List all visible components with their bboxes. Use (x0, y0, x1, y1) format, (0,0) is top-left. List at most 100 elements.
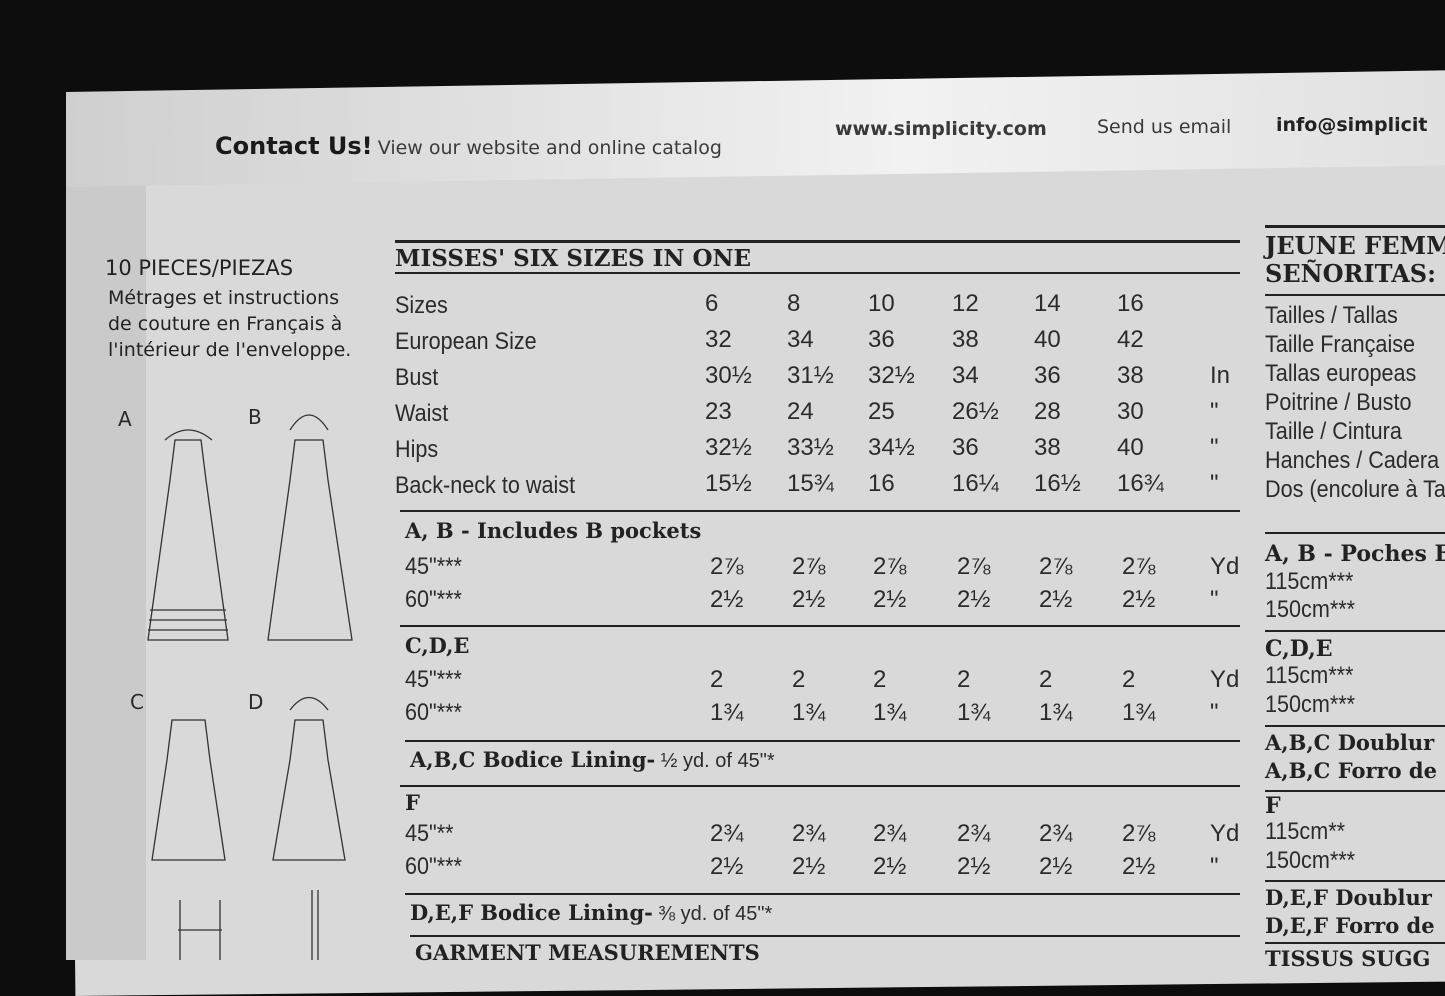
right-rule (1265, 725, 1445, 727)
unit-label: Yd (1210, 820, 1240, 847)
fabric-width: 45"*** (405, 553, 462, 580)
right-label: Tallas europeas (1265, 360, 1417, 387)
unit-label: Yd (1210, 666, 1240, 693)
section-rule (400, 625, 1240, 627)
french-note: Métrages et instructions de couture en F… (108, 285, 351, 363)
email-link[interactable]: info@simplicit (1276, 114, 1428, 136)
view-text: View our website and online catalog (377, 137, 722, 159)
size-value: 32 (705, 326, 732, 353)
right-lining-title: A,B,C Doublur (1265, 730, 1435, 755)
unit-label: " (1210, 434, 1219, 461)
yardage-value: 1¾ (792, 699, 826, 726)
size-value: 10 (868, 290, 895, 317)
yardage-value: 2⅞ (792, 553, 826, 580)
view-label-d: D (248, 690, 264, 714)
chart-title: MISSES' SIX SIZES IN ONE (395, 245, 752, 272)
note-line: de couture en Français à (108, 313, 343, 335)
size-value: 26½ (952, 398, 999, 425)
yardage-value: 2½ (1039, 586, 1073, 613)
right-label: Taille / Cintura (1265, 418, 1402, 445)
size-value: 36 (1034, 362, 1061, 389)
yardage-value: 2⅞ (873, 553, 907, 580)
yardage-value: 2 (957, 666, 971, 693)
size-value: 23 (705, 398, 732, 425)
yardage-value: 1¾ (1039, 699, 1073, 726)
right-label: Hanches / Cadera (1265, 447, 1440, 474)
size-value: 12 (952, 290, 979, 317)
right-fabrics-title: TISSUS SUGG (1265, 946, 1431, 971)
lining-amount: ⅜ yd. of 45"* (652, 903, 773, 925)
size-value: 30½ (705, 362, 752, 389)
right-fabric-width: 115cm** (1265, 818, 1346, 845)
contact-line: Contact Us! View our website and online … (215, 132, 722, 160)
yardage-value: 2⅞ (710, 553, 744, 580)
section-rule (400, 510, 1240, 512)
unit-label: Yd (1210, 553, 1240, 580)
size-value: 16¼ (952, 470, 999, 497)
website-link[interactable]: www.simplicity.com (835, 118, 1047, 140)
size-value: 32½ (705, 434, 752, 461)
yardage-value: 2½ (1122, 853, 1156, 880)
section-rule (410, 935, 1240, 937)
size-value: 30 (1117, 398, 1144, 425)
section-title: A, B - Includes B pockets (405, 518, 702, 543)
size-value: 15¾ (787, 470, 834, 497)
yardage-value: 2¾ (1039, 820, 1073, 847)
yardage-value: 2½ (710, 853, 744, 880)
size-value: 16½ (1034, 470, 1081, 497)
dress-c-drawing (151, 719, 226, 861)
size-value: 34 (787, 326, 814, 353)
yardage-value: 2½ (1039, 853, 1073, 880)
yardage-value: 2½ (792, 853, 826, 880)
fabric-width: 60"*** (405, 699, 462, 726)
row-label: Bust (395, 364, 439, 391)
section-rule (405, 740, 1240, 742)
yardage-value: 2¾ (873, 820, 907, 847)
right-fabric-width: 150cm*** (1265, 847, 1356, 874)
yardage-value: 2 (1039, 666, 1053, 693)
bodice-lining-note: A,B,C Bodice Lining- ½ yd. of 45"* (410, 747, 775, 773)
section-rule (405, 893, 1240, 895)
size-value: 24 (787, 398, 814, 425)
right-fabric-width: 115cm*** (1265, 568, 1354, 595)
size-value: 25 (868, 398, 895, 425)
yardage-value: 2 (873, 666, 887, 693)
dress-b-drawing (267, 439, 353, 641)
right-title-line: JEUNE FEMM (1265, 231, 1445, 260)
yardage-value: 2½ (957, 586, 991, 613)
fabric-width: 60"*** (405, 853, 462, 880)
lining-title: A,B,C Bodice Lining- (410, 747, 656, 772)
right-rule (1265, 532, 1445, 534)
size-value: 36 (868, 326, 895, 353)
dress-drawings (147, 414, 353, 960)
yardage-value: 2 (710, 666, 724, 693)
contact-label: Contact Us! (215, 132, 373, 160)
right-title: JEUNE FEMM SEÑORITAS: (1265, 232, 1445, 288)
size-value: 34 (952, 362, 979, 389)
yardage-value: 2 (792, 666, 806, 693)
right-section-title: F (1265, 793, 1281, 819)
right-label: Dos (encolure à Ta (1265, 476, 1445, 503)
unit-label: In (1210, 362, 1231, 389)
unit-label: " (1210, 470, 1219, 497)
right-fabric-width: 150cm*** (1265, 691, 1356, 718)
yardage-value: 1¾ (710, 699, 744, 726)
yardage-value: 2⅞ (1039, 553, 1073, 580)
yardage-value: 2¾ (792, 820, 826, 847)
view-label-c: C (130, 690, 144, 714)
row-label: European Size (395, 328, 537, 355)
section-title: F (405, 790, 420, 815)
yardage-value: 2½ (957, 853, 991, 880)
right-label: Tailles / Tallas (1265, 302, 1398, 329)
lining-amount: ½ yd. of 45"* (655, 750, 775, 772)
pieces-count: 10 PIECES/PIEZAS (105, 256, 294, 280)
bodice-lining-note: D,E,F Bodice Lining- ⅜ yd. of 45"* (410, 900, 772, 926)
yardage-value: 2½ (792, 586, 826, 613)
row-label: Hips (395, 436, 439, 463)
unit-label: " (1210, 699, 1219, 726)
size-value: 16 (1117, 290, 1144, 317)
yardage-value: 1¾ (957, 699, 991, 726)
size-value: 16 (868, 470, 895, 497)
unit-label: " (1210, 586, 1219, 613)
fabric-width: 45"*** (405, 666, 462, 693)
